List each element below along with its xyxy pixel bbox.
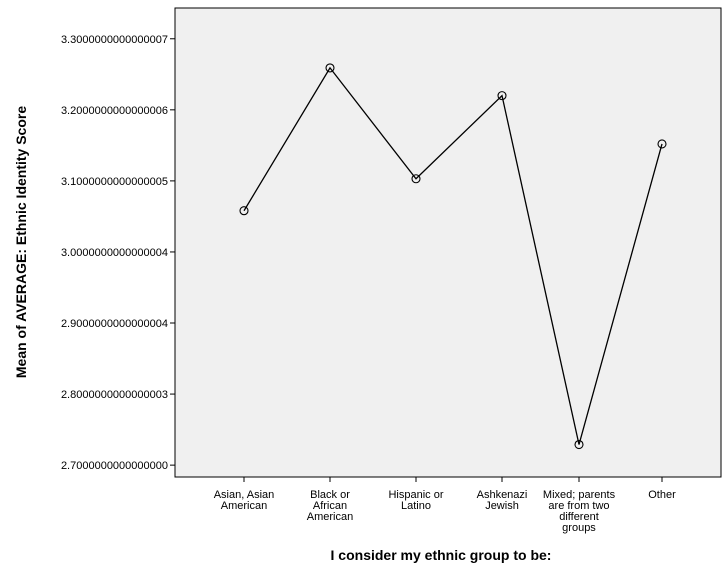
y-tick-label: 3.2000000000000006 bbox=[61, 105, 168, 117]
y-tick-label: 3.0000000000000004 bbox=[61, 247, 168, 259]
data-point-marker bbox=[239, 206, 249, 216]
data-point-marker bbox=[411, 174, 421, 184]
x-category-label-line: Other bbox=[648, 489, 676, 501]
data-point-marker bbox=[497, 91, 507, 101]
x-category-label-line: groups bbox=[562, 522, 596, 534]
x-category-label-line: Latino bbox=[401, 500, 431, 512]
x-category-label: Ashkenazi Jewish bbox=[477, 489, 528, 512]
x-category-label-line: Black or bbox=[310, 489, 350, 501]
data-point-marker bbox=[657, 139, 667, 149]
x-category-label: Other bbox=[648, 489, 676, 501]
x-category-label-line: American bbox=[307, 511, 353, 523]
x-category-label-line: Ashkenazi bbox=[477, 489, 528, 501]
x-category-label-line: are from two bbox=[548, 500, 609, 512]
x-category-label: Hispanic or Latino bbox=[388, 489, 443, 512]
series bbox=[239, 63, 667, 450]
plot-area bbox=[174, 7, 722, 478]
x-category-label: Mixed; parents are from two different group… bbox=[543, 489, 616, 534]
data-point-marker bbox=[574, 439, 584, 450]
x-category-label: Asian, Asian American bbox=[214, 489, 275, 512]
y-axis-ticks: 2.7000000000000000 2.8000000000000003 2.90… bbox=[61, 34, 175, 472]
y-tick-label: 3.3000000000000007 bbox=[61, 34, 168, 46]
y-tick-label: 3.1000000000000005 bbox=[61, 176, 168, 188]
x-category-label-line: African bbox=[313, 500, 347, 512]
x-category-label-line: American bbox=[221, 500, 267, 512]
y-tick-label: 2.9000000000000004 bbox=[61, 318, 168, 330]
x-category-label-line: Hispanic or bbox=[388, 489, 443, 501]
y-tick-label: 2.8000000000000003 bbox=[61, 389, 168, 401]
series-line bbox=[243, 66, 663, 445]
x-axis-title: I consider my ethnic group to be: bbox=[331, 547, 552, 563]
x-category-label-line: Mixed; parents bbox=[543, 489, 616, 501]
y-axis-title: Mean of AVERAGE: Ethnic Identity Score bbox=[13, 106, 29, 378]
x-category-label-line: Asian, Asian bbox=[214, 489, 275, 501]
x-category-label-line: different bbox=[559, 511, 599, 523]
data-point-marker bbox=[325, 63, 335, 73]
x-category-label: Black or African American bbox=[307, 489, 353, 523]
y-tick-label: 2.7000000000000000 bbox=[61, 460, 168, 472]
x-category-label-line: Jewish bbox=[485, 500, 519, 512]
